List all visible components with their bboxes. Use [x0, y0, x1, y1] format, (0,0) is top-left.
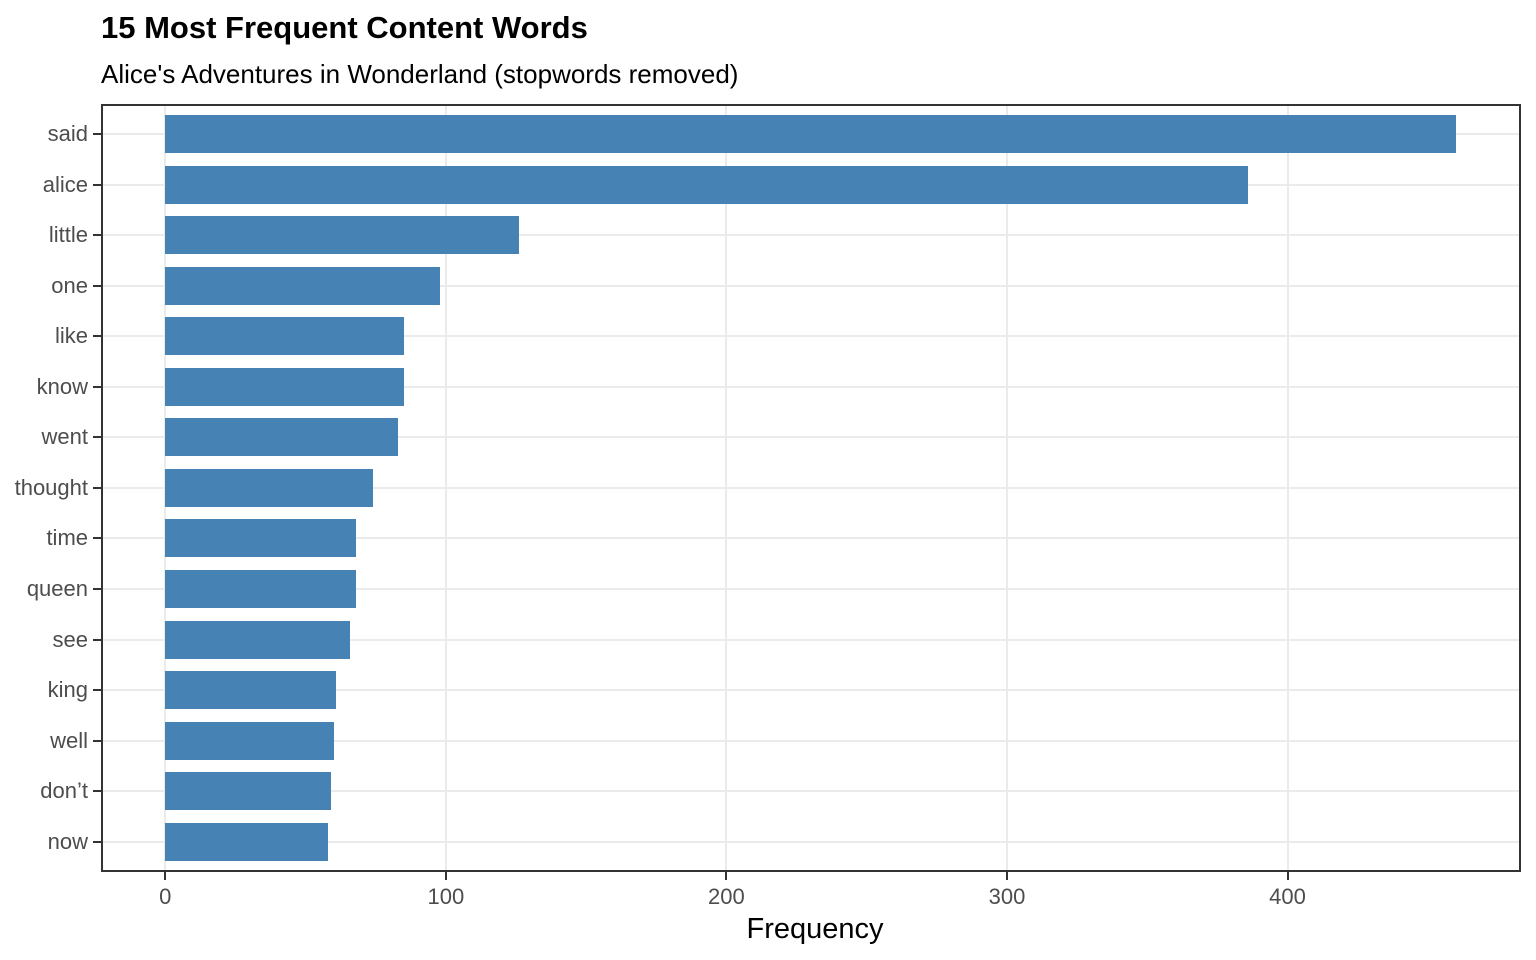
x-tick-label: 400 [1269, 884, 1306, 909]
x-tick-label: 0 [159, 884, 172, 909]
y-tick-mark [93, 284, 101, 287]
y-tick-mark [93, 537, 101, 540]
bar [165, 468, 373, 507]
y-tick-mark [93, 638, 101, 641]
y-tick-label: alice [42, 171, 88, 197]
x-tick-label: 100 [427, 884, 465, 909]
major-gridline-horizontal [103, 537, 1519, 540]
x-axis-title: Frequency [746, 913, 884, 945]
major-gridline-horizontal [103, 284, 1519, 287]
y-tick-label: said [47, 121, 88, 146]
y-tick-mark [93, 183, 101, 186]
y-tick-label: don’t [40, 778, 88, 804]
bar [165, 115, 1456, 153]
major-gridline-horizontal [103, 587, 1519, 590]
x-tick-label: 300 [988, 884, 1026, 909]
y-tick-label: queen [26, 575, 88, 601]
bar [165, 418, 399, 457]
bar [165, 317, 404, 356]
y-tick-label: king [47, 677, 88, 703]
y-tick-label: one [51, 272, 88, 298]
y-tick-mark [93, 689, 101, 692]
chart-title: 15 Most Frequent Content Words [101, 10, 588, 45]
y-tick-label: see [52, 626, 88, 652]
bar [165, 772, 331, 811]
bar [165, 519, 357, 558]
major-gridline-horizontal [103, 689, 1519, 692]
y-tick-label: now [47, 828, 88, 854]
major-gridline-horizontal [103, 840, 1519, 843]
bar [165, 216, 519, 255]
y-tick-label: went [41, 424, 88, 450]
bar [165, 569, 357, 608]
y-tick-mark [93, 335, 101, 338]
x-tick-label: 200 [708, 884, 745, 909]
y-tick-label: little [48, 222, 88, 248]
major-gridline-horizontal [103, 739, 1519, 742]
major-gridline-horizontal [103, 790, 1519, 793]
x-tick-mark [164, 872, 167, 880]
y-tick-mark [93, 790, 101, 793]
major-gridline-horizontal [103, 385, 1519, 388]
y-tick-label: well [50, 727, 88, 753]
bar [165, 721, 334, 760]
x-tick-mark [1286, 872, 1289, 880]
bar [165, 266, 441, 305]
y-tick-label: like [54, 323, 88, 349]
x-tick-mark [725, 872, 728, 880]
y-tick-mark [93, 840, 101, 843]
major-gridline-horizontal [103, 486, 1519, 489]
chart-subtitle: Alice's Adventures in Wonderland (stopwo… [101, 59, 739, 89]
major-gridline-horizontal [103, 436, 1519, 439]
y-tick-mark [93, 436, 101, 439]
major-gridline-horizontal [103, 335, 1519, 338]
y-tick-mark [93, 385, 101, 388]
y-tick-label: time [46, 525, 88, 551]
y-tick-label: thought [14, 474, 88, 500]
y-tick-mark [93, 739, 101, 742]
bar [165, 671, 337, 710]
bar [165, 367, 404, 406]
plot-panel [101, 104, 1521, 872]
y-tick-mark [93, 486, 101, 489]
bar [165, 822, 328, 861]
major-gridline-horizontal [103, 638, 1519, 641]
bar [165, 165, 1249, 204]
plot-area [103, 106, 1519, 870]
y-tick-mark [93, 234, 101, 237]
x-tick-mark [1005, 872, 1008, 880]
bar [165, 620, 351, 659]
x-tick-mark [444, 872, 447, 880]
y-tick-label: know [36, 373, 88, 399]
y-tick-mark [93, 133, 101, 135]
y-tick-mark [93, 587, 101, 590]
major-gridline-horizontal [103, 234, 1519, 237]
